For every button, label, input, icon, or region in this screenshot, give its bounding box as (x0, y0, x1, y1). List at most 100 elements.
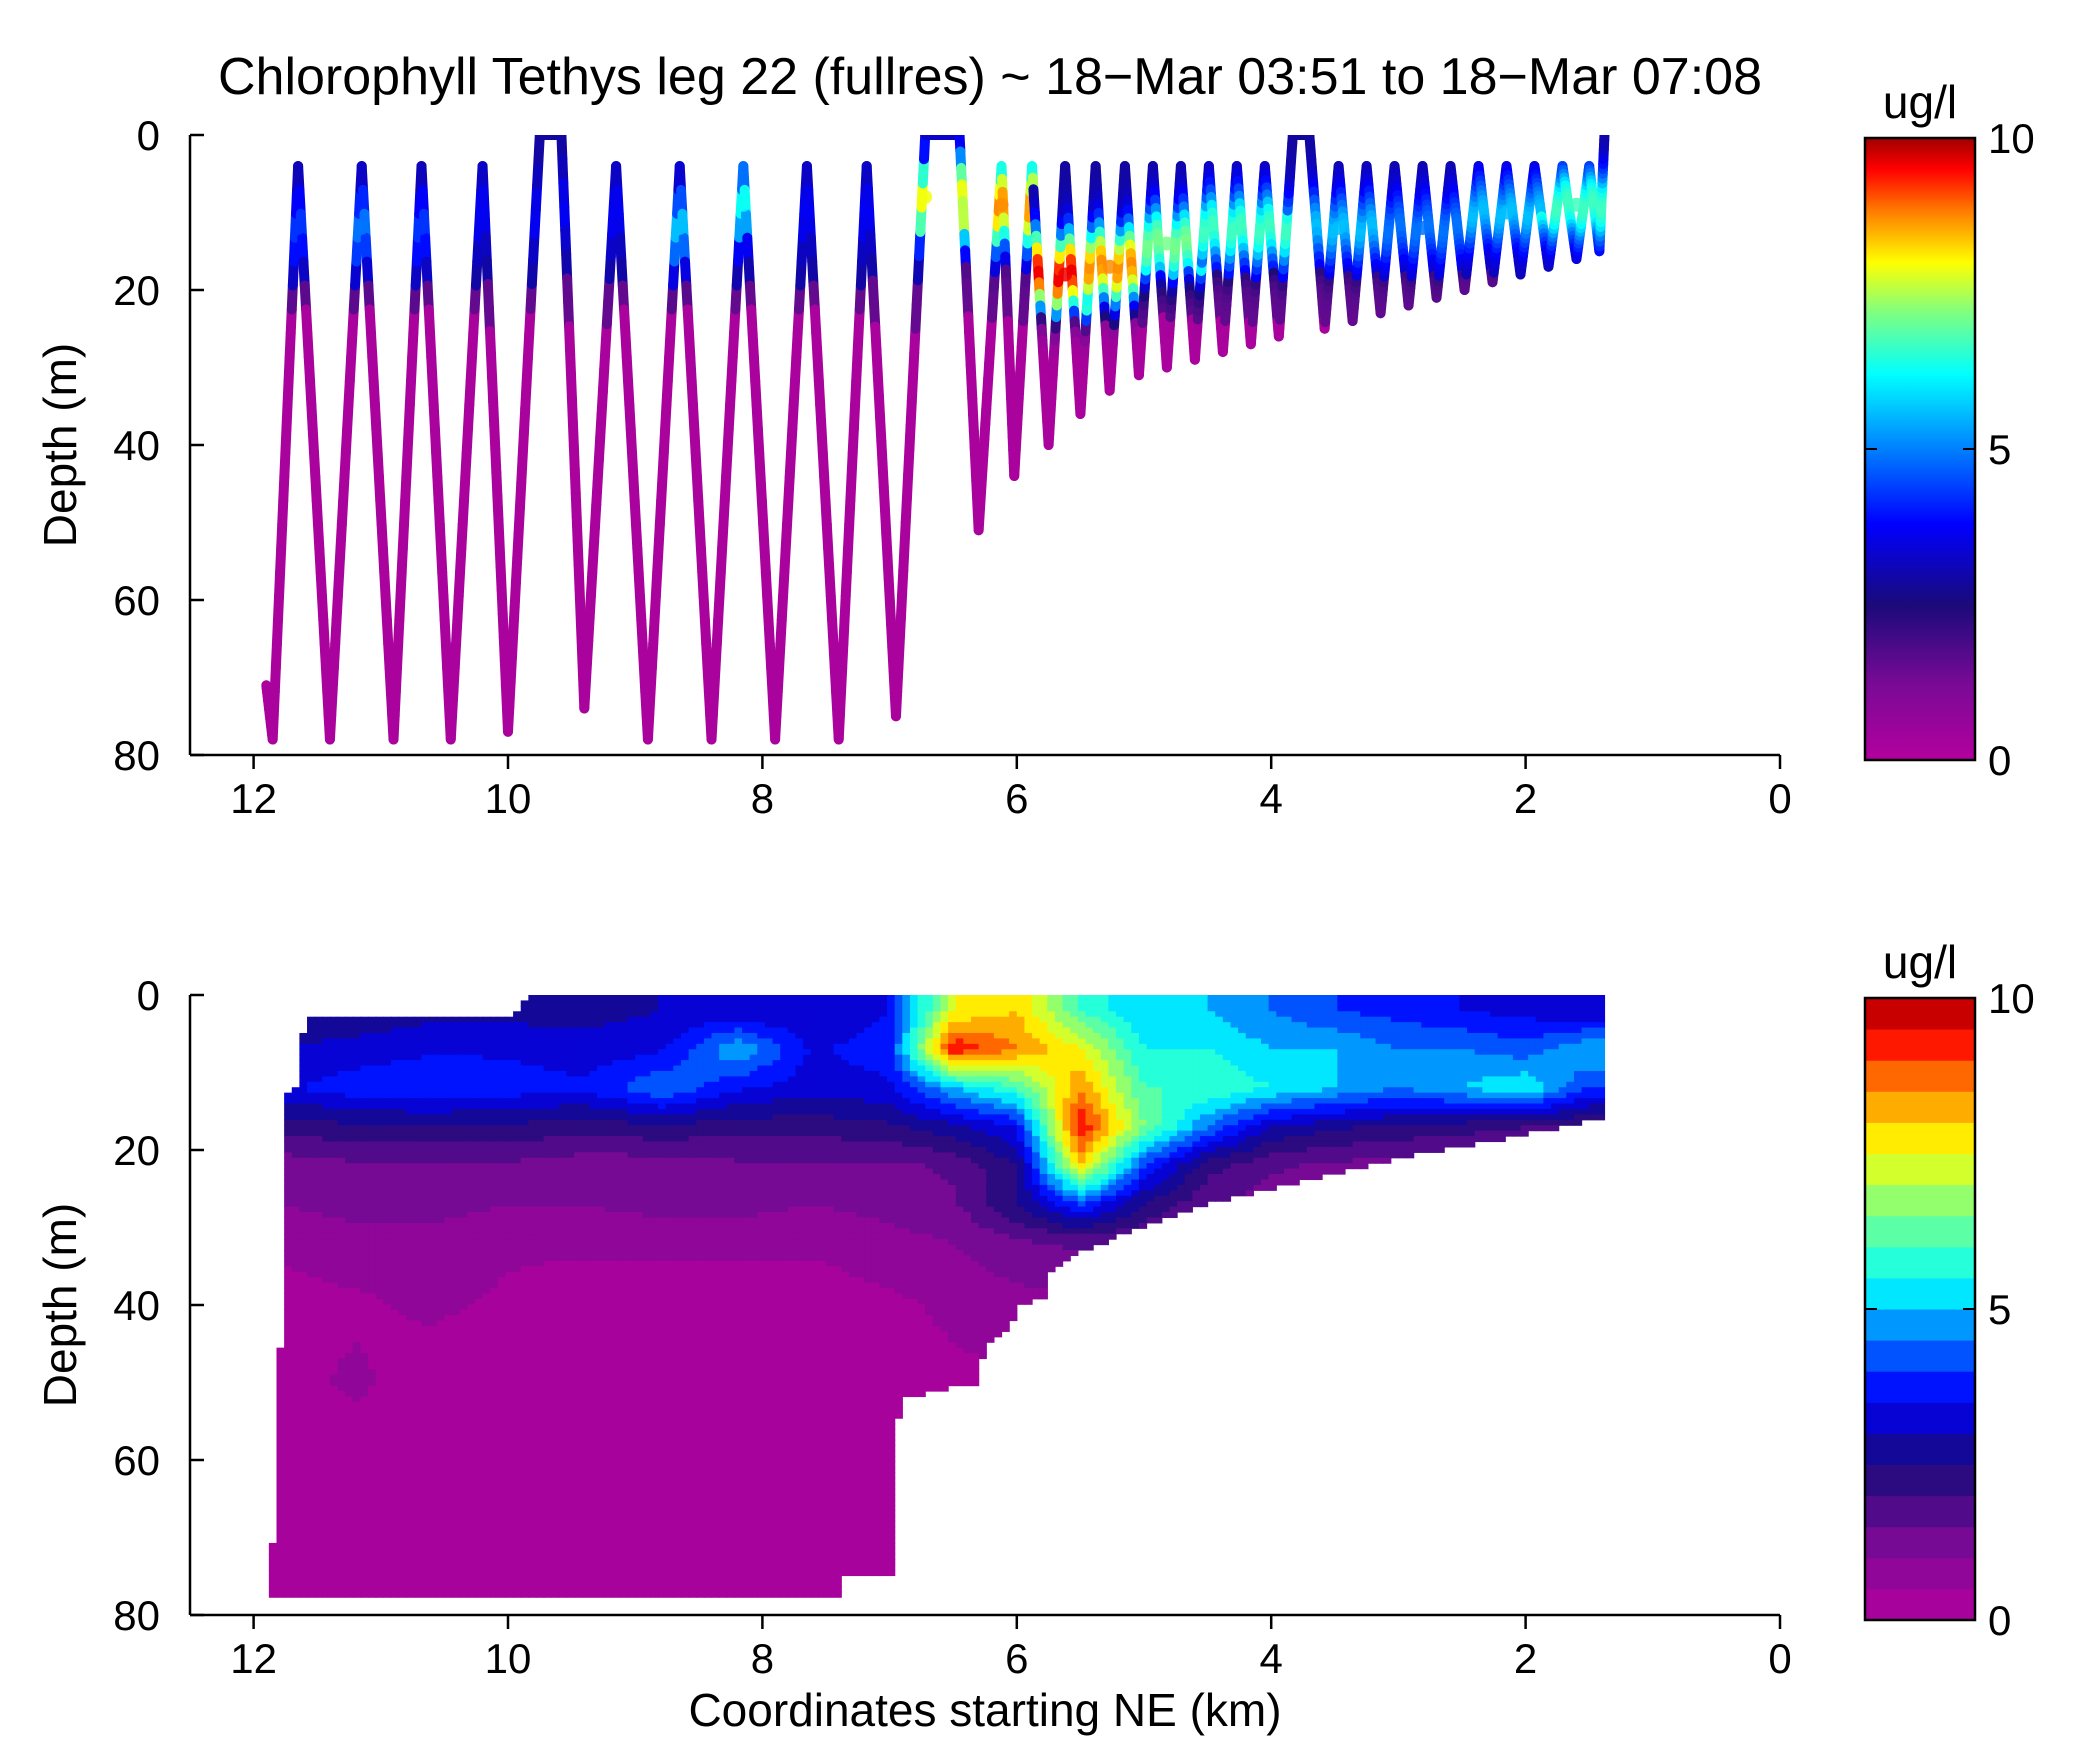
contour-cell (452, 1477, 461, 1484)
contour-cell (467, 1027, 476, 1034)
contour-cell (368, 1239, 377, 1246)
contour-cell (406, 1309, 415, 1316)
contour-cell (299, 1125, 308, 1132)
contour-cell (482, 1559, 491, 1566)
contour-cell (490, 1521, 499, 1528)
contour-cell (474, 1504, 484, 1511)
contour-cell (284, 1391, 293, 1398)
contour-cell (352, 1114, 362, 1121)
contour-cell (444, 1591, 453, 1598)
contour-cell (429, 1277, 438, 1284)
contour-cell (467, 1434, 476, 1441)
contour-cell (398, 1483, 407, 1490)
contour-cell (459, 1559, 468, 1566)
contour-cell (314, 1212, 323, 1219)
contour-cell (474, 1369, 484, 1376)
contour-cell (505, 1130, 514, 1137)
contour-cell (276, 1385, 285, 1392)
contour-cell (459, 1515, 468, 1522)
contour-cell (398, 1494, 407, 1501)
contour-cell (368, 1146, 377, 1153)
contour-cell (368, 1320, 377, 1327)
contour-cell (497, 1439, 507, 1446)
contour-cell (452, 1152, 461, 1159)
contour-cell (398, 1184, 407, 1191)
contour-cell (329, 1092, 339, 1099)
chart-title: Chlorophyll Tethys leg 22 (fullres) ~ 18… (218, 48, 1762, 106)
contour-cell (474, 1016, 484, 1023)
contour-cell (322, 1206, 331, 1213)
contour-cell (383, 1504, 392, 1511)
contour-cell (429, 1152, 438, 1159)
contour-cell (352, 1532, 362, 1539)
contour-cell (474, 1418, 484, 1425)
contour-cell (299, 1466, 308, 1473)
contour-cell (329, 1163, 339, 1170)
contour-cell (406, 1342, 415, 1349)
contour-cell (314, 1369, 323, 1376)
contour-cell (429, 1434, 438, 1441)
contour-cell (513, 1054, 522, 1061)
contour-cell (307, 1239, 316, 1246)
contour-cell (459, 1022, 468, 1029)
contour-cell (284, 1136, 293, 1143)
contour-cell (497, 1483, 507, 1490)
contour-cell (291, 1570, 300, 1577)
contour-cell (383, 1076, 392, 1083)
contour-cell (452, 1043, 461, 1050)
contour-cell (383, 1016, 392, 1023)
contour-cell (482, 1190, 491, 1197)
contour-cell (390, 1472, 400, 1479)
contour-cell (398, 1445, 407, 1452)
contour-cell (505, 1374, 514, 1381)
contour-cell (337, 1141, 346, 1148)
contour-cell (436, 1201, 445, 1208)
contour-cell (360, 1027, 369, 1034)
contour-cell (307, 1108, 316, 1115)
contour-cell (307, 1136, 316, 1143)
contour-cell (284, 1157, 293, 1164)
contour-cell (345, 1336, 354, 1343)
contour-cell (375, 1065, 384, 1072)
contour-cell (490, 1450, 499, 1457)
contour-cell (398, 1049, 407, 1056)
contour-cell (406, 1038, 415, 1045)
contour-cell (299, 1532, 308, 1539)
contour-cell (360, 1564, 369, 1571)
contour-cell (429, 1526, 438, 1533)
contour-cell (474, 1201, 484, 1208)
contour-cell (314, 1065, 323, 1072)
contour-cell (383, 1570, 392, 1577)
contour-cell (436, 1233, 445, 1240)
contour-cell (429, 1320, 438, 1327)
contour-cell (360, 1580, 369, 1587)
contour-cell (314, 1222, 323, 1229)
top-colorbar-label: ug/l (1883, 76, 1957, 128)
contour-cell (467, 1396, 476, 1403)
contour-cell (299, 1212, 308, 1219)
contour-cell (421, 1184, 430, 1191)
contour-cell (497, 1477, 507, 1484)
contour-cell (406, 1494, 415, 1501)
contour-cell (337, 1287, 346, 1294)
contour-cell (452, 1130, 461, 1137)
contour-cell (474, 1423, 484, 1430)
contour-cell (307, 1363, 316, 1370)
contour-cell (406, 1532, 415, 1539)
contour-cell (421, 1494, 430, 1501)
contour-cell (329, 1564, 339, 1571)
contour-cell (360, 1217, 369, 1224)
contour-cell (406, 1515, 415, 1522)
contour-cell (284, 1499, 293, 1506)
contour-cell (429, 1591, 438, 1598)
contour-cell (314, 1141, 323, 1148)
contour-cell (352, 1287, 362, 1294)
contour-cell (284, 1168, 293, 1175)
contour-cell (482, 1591, 491, 1598)
contour-cell (345, 1206, 354, 1213)
contour-cell (291, 1521, 300, 1528)
contour-cell (490, 1380, 499, 1387)
contour-cell (291, 1456, 300, 1463)
contour-cell (497, 1190, 507, 1197)
contour-cell (497, 1081, 507, 1088)
